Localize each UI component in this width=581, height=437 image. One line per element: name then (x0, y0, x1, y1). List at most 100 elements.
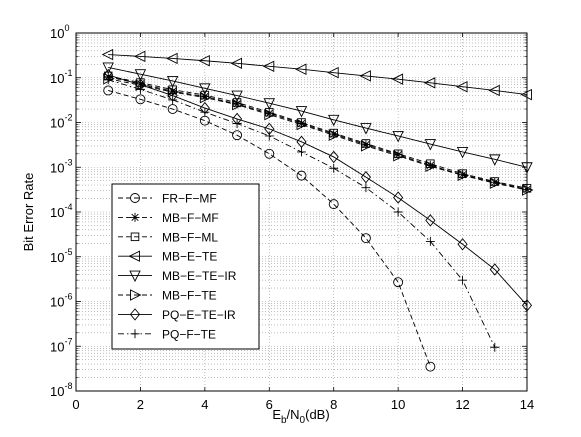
marker-square (393, 149, 403, 159)
marker-triangle-right (489, 177, 502, 189)
series-line (108, 76, 528, 190)
marker-star (200, 92, 210, 102)
marker-circle (232, 130, 243, 141)
x-tick-label: 2 (137, 397, 144, 412)
marker-diamond (457, 238, 468, 251)
series-5 (103, 73, 534, 196)
series-0 (103, 85, 436, 372)
marker-star (168, 86, 178, 96)
marker-square (361, 139, 371, 148)
marker-plus (264, 131, 274, 141)
marker-triangle-left (294, 63, 307, 75)
marker-triangle-down (295, 106, 308, 118)
marker-triangle-right (296, 118, 309, 131)
y-tick-label: 100 (50, 23, 69, 41)
marker-triangle-down (392, 131, 404, 143)
marker-plus (458, 275, 468, 285)
series-line (108, 90, 431, 367)
marker-triangle-right (103, 73, 115, 85)
y-axis-label: Bit Error Rate (21, 173, 36, 252)
series-7 (103, 75, 500, 352)
marker-diamond (360, 170, 372, 184)
marker-star (135, 79, 145, 89)
marker-square (329, 128, 338, 138)
marker-triangle-left (133, 50, 146, 63)
marker-star (130, 212, 140, 222)
axis-ticks (75, 32, 528, 392)
marker-triangle-right (457, 169, 470, 182)
marker-square (522, 183, 532, 193)
series-4 (102, 62, 533, 174)
marker-star (361, 140, 371, 150)
x-tick-label: 6 (266, 397, 273, 412)
legend-box (111, 183, 260, 350)
marker-diamond (296, 135, 307, 149)
marker-plus (168, 95, 178, 105)
legend-label: MB−F−MF (162, 211, 219, 225)
marker-plus (425, 236, 435, 246)
marker-triangle-right (328, 129, 341, 141)
legend-entry: MB−E−TE−IR (118, 269, 237, 283)
marker-triangle-down (456, 146, 469, 159)
marker-star (297, 118, 306, 128)
marker-plus (130, 329, 140, 339)
legend-entry: PQ−F−TE (118, 327, 216, 341)
marker-triangle-left (423, 77, 436, 89)
marker-star (393, 150, 403, 160)
marker-circle (167, 104, 178, 114)
marker-triangle-down (231, 90, 243, 103)
series-group (101, 48, 534, 372)
marker-plus (361, 183, 371, 193)
series-line (108, 66, 528, 168)
marker-star (490, 177, 500, 187)
marker-triangle-down (102, 62, 114, 74)
marker-plus (490, 342, 500, 352)
marker-triangle-down (134, 69, 147, 81)
marker-triangle-right (264, 108, 276, 121)
marker-plus (232, 118, 242, 128)
marker-circle (135, 94, 146, 105)
y-tick-label: 10-5 (50, 247, 72, 265)
marker-triangle-left (391, 73, 404, 85)
series-line (108, 78, 528, 191)
marker-triangle-down (166, 75, 179, 88)
x-tick-label: 4 (201, 397, 208, 412)
marker-circle (425, 361, 436, 372)
marker-triangle-right (199, 91, 212, 104)
marker-plus (200, 107, 210, 117)
marker-triangle-down (199, 83, 211, 95)
marker-square (458, 169, 467, 178)
marker-star (329, 129, 339, 139)
marker-square (200, 90, 210, 100)
marker-triangle-right (425, 160, 437, 173)
x-tick-label: 8 (330, 397, 337, 412)
marker-square (426, 159, 435, 168)
legend-entry: MB−F−TE (118, 289, 217, 303)
legend-entry: PQ−E−TE−IR (118, 308, 236, 322)
y-tick-label: 10-6 (50, 292, 72, 310)
legend-label: PQ−F−TE (162, 327, 216, 341)
marker-circle (393, 277, 404, 288)
marker-diamond (489, 263, 500, 276)
series-line (108, 74, 528, 306)
marker-triangle-down (263, 98, 276, 110)
marker-diamond (129, 308, 141, 321)
marker-diamond (521, 299, 533, 312)
marker-square (232, 98, 242, 107)
y-tick-label: 10-7 (50, 336, 72, 354)
legend-entry: FR−F−MF (118, 192, 217, 206)
x-tick-label: 14 (520, 397, 534, 412)
marker-triangle-left (166, 52, 178, 65)
marker-triangle-right (232, 98, 244, 111)
marker-triangle-right (393, 150, 405, 162)
marker-triangle-left (488, 84, 500, 97)
marker-triangle-right (167, 86, 180, 98)
legend-label: MB−F−TE (162, 289, 217, 303)
marker-triangle-down (360, 123, 372, 135)
marker-star (425, 160, 435, 170)
marker-triangle-down (327, 114, 340, 127)
marker-triangle-down (129, 270, 141, 283)
y-tick-label: 10-8 (50, 381, 72, 399)
marker-triangle-right (130, 289, 142, 301)
